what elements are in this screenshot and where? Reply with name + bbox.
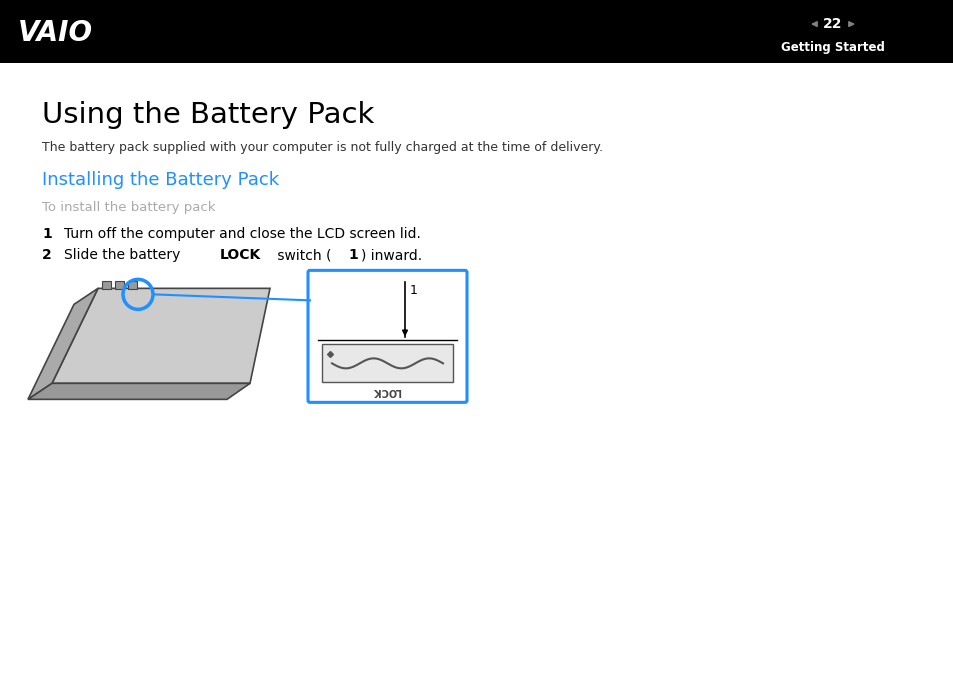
Bar [128, 281, 137, 289]
Bar [0, 0, 953, 63]
Text: ) inward.: ) inward. [361, 248, 422, 262]
Polygon shape [28, 384, 250, 400]
FancyBboxPatch shape [308, 270, 467, 402]
Text: 22: 22 [822, 17, 841, 31]
Text: LOCK: LOCK [219, 248, 261, 262]
Text: To install the battery pack: To install the battery pack [42, 202, 215, 214]
Text: 1: 1 [410, 284, 417, 297]
Text: Turn off the computer and close the LCD screen lid.: Turn off the computer and close the LCD … [64, 227, 420, 241]
Text: Getting Started: Getting Started [781, 41, 884, 54]
Text: Installing the Battery Pack: Installing the Battery Pack [42, 171, 279, 189]
Polygon shape [28, 288, 98, 400]
Text: switch (: switch ( [273, 248, 332, 262]
Text: VAIO: VAIO [18, 19, 93, 47]
Text: Using the Battery Pack: Using the Battery Pack [42, 101, 374, 129]
Text: 2: 2 [42, 248, 51, 262]
Polygon shape [52, 288, 270, 384]
Text: Slide the battery: Slide the battery [64, 248, 185, 262]
Text: The battery pack supplied with your computer is not fully charged at the time of: The battery pack supplied with your comp… [42, 142, 602, 154]
Text: 1: 1 [348, 248, 358, 262]
Text: 1: 1 [42, 227, 51, 241]
Bar [322, 344, 453, 382]
Bar [102, 281, 111, 289]
Text: LOCK: LOCK [373, 386, 401, 396]
Bar [115, 281, 124, 289]
